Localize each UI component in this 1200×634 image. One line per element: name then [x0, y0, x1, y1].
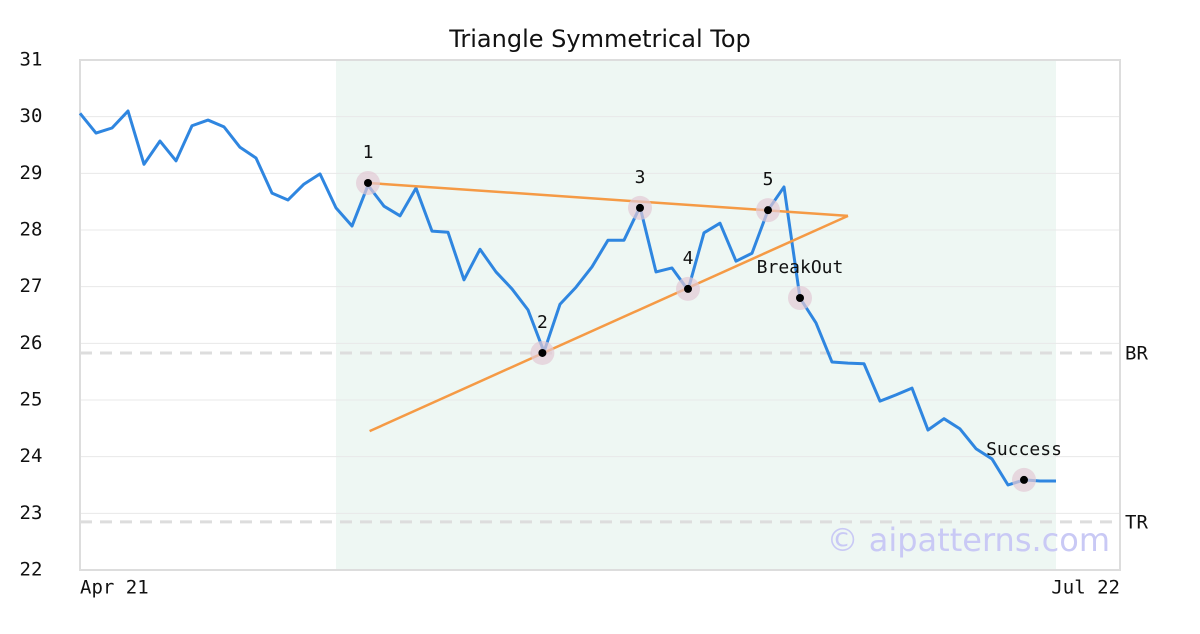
trend-line: [369, 214, 849, 433]
y-tick-label: 26: [20, 332, 43, 354]
chart-title: Triangle Symmetrical Top: [448, 25, 751, 53]
y-tick-label: 29: [20, 162, 43, 184]
pattern-point: [1020, 475, 1028, 484]
pattern-label: BreakOut: [757, 257, 844, 278]
plot-frame: [79, 59, 1121, 571]
level-label: BR: [1125, 342, 1148, 364]
y-tick-label: 31: [20, 49, 43, 71]
pattern-label: 4: [683, 248, 694, 269]
y-tick-label: 22: [20, 559, 43, 581]
y-tick-label: 25: [20, 389, 43, 411]
pattern-label: 2: [537, 312, 548, 333]
pattern-point: [538, 348, 547, 357]
y-tick-label: 30: [20, 105, 43, 127]
y-tick-label: 23: [20, 502, 43, 524]
price-line: [78, 109, 1056, 487]
pattern-point: [636, 203, 644, 212]
y-tick-label: 28: [20, 219, 43, 241]
x-tick-label: Apr 21: [80, 577, 149, 599]
watermark: © aipatterns.com: [827, 521, 1110, 559]
pattern-label: Success: [986, 439, 1062, 460]
pattern-label: 3: [635, 167, 646, 188]
pattern-region: [336, 60, 1056, 570]
pattern-point: [364, 178, 372, 187]
x-tick-label: Jul 22: [1051, 577, 1120, 599]
pattern-point: [764, 206, 772, 215]
pattern-point: [796, 294, 804, 302]
level-label: TR: [1125, 511, 1148, 533]
pattern-point: [684, 284, 692, 293]
pattern-label: 5: [763, 169, 774, 190]
pattern-label: 1: [363, 142, 374, 163]
y-tick-label: 24: [20, 445, 43, 467]
y-tick-label: 27: [20, 275, 43, 297]
